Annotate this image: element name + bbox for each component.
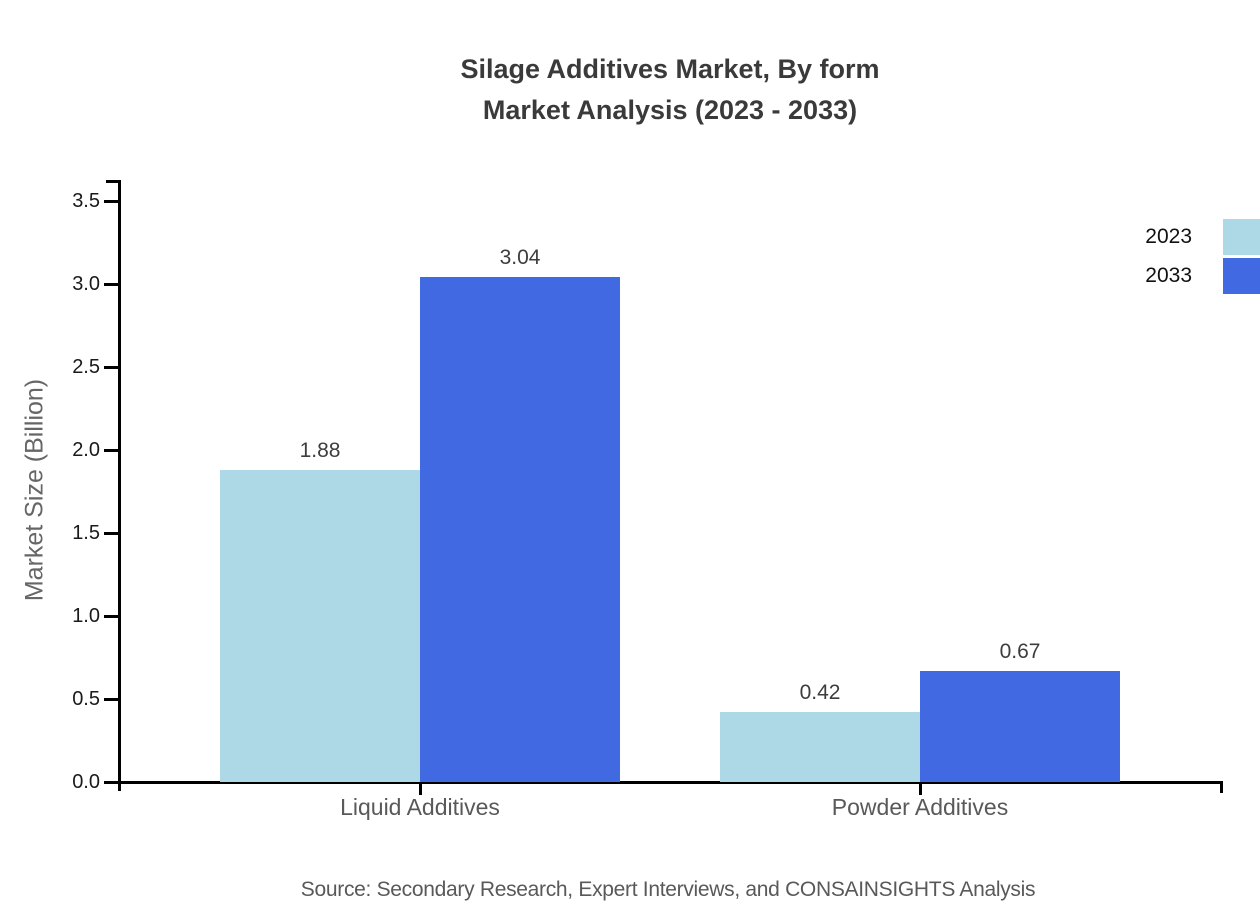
- source-note: Source: Secondary Research, Expert Inter…: [300, 878, 1036, 901]
- y-axis-label: Market Size (Billion): [20, 378, 49, 602]
- y-axis-tick: [104, 449, 119, 452]
- chart-title-line2: Market Analysis (2023 - 2033): [482, 95, 858, 125]
- x-axis-spine: [118, 781, 1223, 784]
- y-axis-tick: [104, 366, 119, 369]
- legend-item-2023: 2023: [1140, 219, 1260, 255]
- bar-2023-0: [220, 469, 420, 782]
- bar-2033-1: [920, 670, 1120, 782]
- y-axis-tick-label: 1.5: [72, 522, 100, 544]
- y-axis-tick-label: 2.5: [72, 356, 100, 378]
- chart-title-line1: Silage Additives Market, By form: [460, 54, 880, 84]
- y-axis-spine: [118, 180, 121, 791]
- y-axis-tick: [104, 615, 119, 618]
- x-axis-tick: [419, 784, 422, 795]
- x-axis-category-label: Liquid Additives: [340, 794, 500, 820]
- y-axis-tick-label: 3.0: [72, 273, 100, 295]
- legend-label: 2033: [1145, 264, 1192, 287]
- bar-value-label: 0.42: [799, 681, 841, 705]
- bar-value-label: 0.67: [999, 639, 1041, 663]
- bar-2033-0: [420, 277, 620, 782]
- legend-swatch-2033: [1223, 258, 1260, 294]
- y-axis-tick-label: 0.5: [72, 688, 100, 710]
- x-axis-right-cap: [1220, 781, 1223, 793]
- bar-2023-1: [720, 712, 920, 782]
- y-axis-tick: [104, 698, 119, 701]
- y-axis-tick-label: 1.0: [72, 605, 100, 627]
- y-axis-tick: [104, 200, 119, 203]
- y-axis-tick: [104, 781, 119, 784]
- bar-value-label: 3.04: [499, 246, 541, 270]
- x-axis-tick: [919, 784, 922, 795]
- x-axis-category-label: Powder Additives: [831, 794, 1009, 820]
- legend-swatch-2023: [1223, 219, 1260, 255]
- legend: 2023 2033: [1140, 219, 1260, 297]
- legend-label: 2023: [1145, 225, 1192, 248]
- y-axis-tick-label: 3.5: [72, 190, 100, 212]
- bar-value-label: 1.88: [299, 438, 341, 462]
- legend-item-2033: 2033: [1140, 258, 1260, 294]
- y-axis-tick: [104, 532, 119, 535]
- y-axis-tick: [104, 283, 119, 286]
- y-axis-top-cap: [106, 180, 121, 183]
- y-axis-tick-label: 0.0: [72, 771, 100, 793]
- y-axis-tick-label: 2.0: [72, 439, 100, 461]
